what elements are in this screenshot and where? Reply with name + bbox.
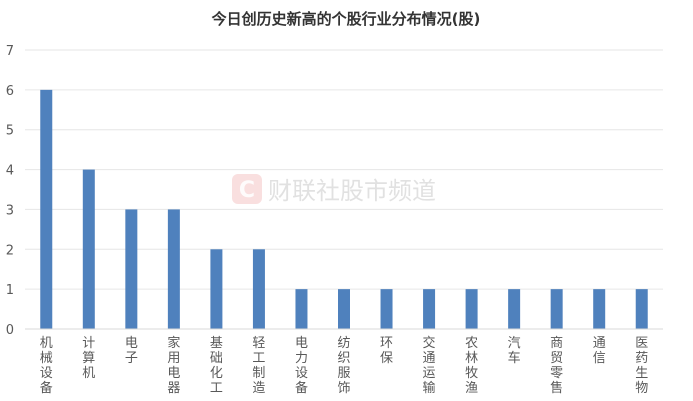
y-tick-label: 0 bbox=[6, 323, 14, 338]
bar bbox=[338, 289, 350, 329]
x-tick-label: 轻工制造 bbox=[252, 336, 265, 396]
watermark: C 财联社股市频道 bbox=[232, 174, 436, 205]
x-tick-label: 交通运输 bbox=[423, 335, 436, 396]
y-tick-label: 6 bbox=[6, 84, 14, 99]
y-axis-ticks: 0 1 2 3 4 5 6 7 bbox=[6, 44, 14, 338]
x-axis-labels: 机械设备 计算机 电子 家用电器 基础化工 轻工制造 电力设备 纺织服饰 环保 交通运输 农林牧渔 汽… bbox=[40, 335, 648, 396]
gridlines bbox=[25, 49, 663, 290]
bar bbox=[635, 289, 648, 329]
x-tick-label: 电子 bbox=[125, 336, 138, 366]
bar bbox=[423, 289, 436, 329]
bars bbox=[40, 89, 648, 329]
bar bbox=[210, 249, 223, 329]
bar bbox=[593, 289, 606, 329]
bar bbox=[82, 169, 95, 329]
bar bbox=[125, 209, 138, 329]
bar bbox=[252, 249, 265, 329]
x-tick-label: 电力设备 bbox=[295, 336, 308, 396]
bar bbox=[295, 289, 308, 329]
y-tick-label: 4 bbox=[6, 164, 14, 179]
bar bbox=[508, 289, 521, 329]
y-tick-label: 2 bbox=[6, 243, 14, 258]
bar bbox=[167, 209, 180, 329]
y-tick-label: 1 bbox=[6, 283, 14, 298]
y-tick-label: 5 bbox=[6, 124, 14, 139]
x-tick-label: 计算机 bbox=[82, 336, 95, 381]
y-tick-label: 3 bbox=[6, 203, 14, 218]
watermark-logo bbox=[232, 174, 262, 204]
y-tick-label: 7 bbox=[6, 44, 14, 59]
bar bbox=[550, 289, 563, 329]
x-tick-label: 通信 bbox=[593, 336, 606, 366]
x-tick-label: 商贸零售 bbox=[550, 336, 563, 396]
watermark-logo-letter: C bbox=[239, 178, 255, 203]
x-tick-label: 医药生物 bbox=[635, 336, 648, 396]
bar bbox=[40, 89, 53, 329]
chart-title: 今日创历史新高的个股行业分布情况(股) bbox=[211, 10, 481, 28]
x-tick-label: 汽车 bbox=[508, 336, 521, 366]
x-tick-label: 农林牧渔 bbox=[465, 336, 478, 396]
bar bbox=[465, 289, 478, 329]
watermark-text: 财联社股市频道 bbox=[268, 177, 436, 205]
x-tick-label: 基础化工 bbox=[210, 336, 223, 396]
x-tick-label: 家用电器 bbox=[167, 335, 180, 396]
x-tick-label: 机械设备 bbox=[40, 336, 53, 396]
x-tick-label: 纺织服饰 bbox=[337, 336, 350, 396]
x-tick-label: 环保 bbox=[380, 336, 393, 366]
bar bbox=[380, 289, 393, 329]
